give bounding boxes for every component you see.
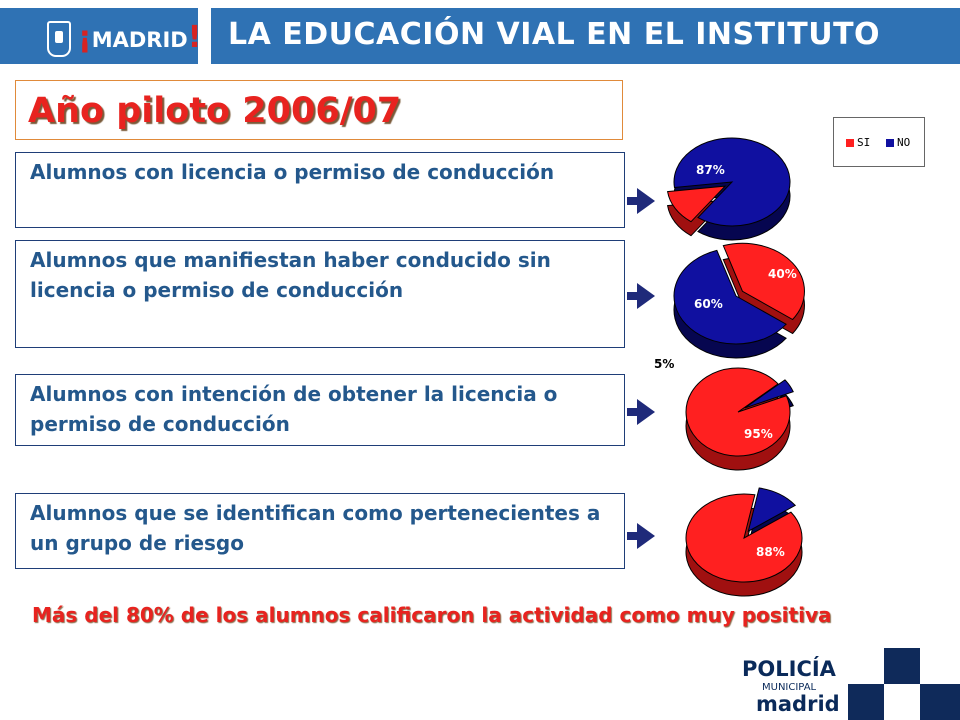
pie-value-label: 13% [800,154,829,168]
subtitle: Año piloto 2006/07 [28,91,402,131]
subtitle-frame [15,80,623,140]
pie-slice-si [685,367,791,457]
page-title: LA EDUCACIÓN VIAL EN EL INSTITUTO [228,17,881,52]
logo-line-municipal: MUNICIPAL [762,682,817,693]
pie-slice-si [666,185,727,223]
logo-line-policia: POLICÍA [742,657,836,681]
stat-label: Alumnos con licencia o permiso de conduc… [30,160,555,184]
pie-slice-no [673,249,787,345]
policia-municipal-logo: POLICÍA MUNICIPAL madrid [742,655,842,720]
arrow-right-icon [627,188,655,214]
stat-box-license: Alumnos con licencia o permiso de conduc… [15,152,625,228]
legend-swatch-no [886,139,894,147]
pie-value-label: 12% [684,487,713,501]
title-banner [211,8,960,64]
pie-slice-no [744,379,794,409]
stat-box-driven-without-license: Alumnos que manifiestan haber conducido … [15,240,625,348]
stat-label: Alumnos con intención de obtener la lice… [30,382,558,436]
conclusion-text: Más del 80% de los alumnos calificaron l… [32,603,832,627]
legend-label-no: NO [897,136,911,149]
pie-value-label: 95% [744,427,773,441]
pie-slice-si [685,493,803,583]
pie-value-label: 5% [654,357,674,371]
pie-chart-license: 13% 87% [666,137,829,241]
pie-value-label: 87% [696,163,725,177]
stat-box-intention: Alumnos con intención de obtener la lice… [15,374,625,446]
stat-box-risk-group: Alumnos que se identifican como pertenec… [15,493,625,569]
madrid-logo: ¡MADRID! [78,20,202,55]
legend-swatch-si [846,139,854,147]
pie-chart-driven-without-license: 40% 60% [673,242,805,359]
pie-slice-no [747,487,797,533]
madrid-crest-icon [47,21,71,57]
arrow-right-icon [627,283,655,309]
chart-legend: SI NO [833,117,925,167]
pie-value-label: 60% [694,297,723,311]
arrow-right-icon [627,399,655,425]
legend-label-si: SI [857,136,871,149]
arrow-right-icon [627,523,655,549]
checkered-logo-icon [848,648,960,720]
pie-value-label: 88% [756,545,785,559]
pie-chart-risk-group: 88% 12% [684,487,803,597]
stat-label: Alumnos que manifiestan haber conducido … [30,248,551,302]
stat-label: Alumnos que se identifican como pertenec… [30,501,601,555]
pie-chart-intention: 95% 5% [654,357,794,471]
madrid-logo-text: MADRID [91,28,188,52]
pie-slice-no [673,137,791,227]
madrid-logo-banner: ¡MADRID! [0,8,202,64]
logo-line-madrid: madrid [756,692,840,716]
pie-value-label: 40% [768,267,797,281]
pie-slice-si [722,242,805,321]
